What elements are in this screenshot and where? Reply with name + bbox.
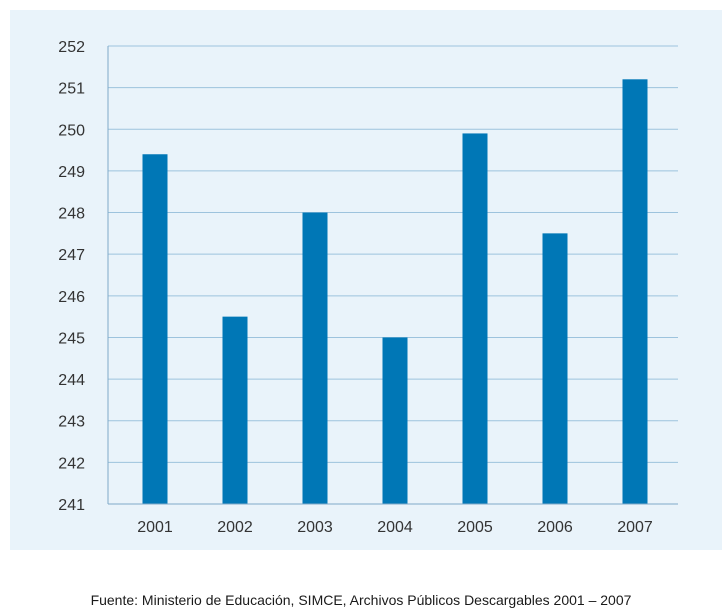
y-tick-label: 243 bbox=[58, 414, 85, 431]
bar-2003 bbox=[302, 212, 328, 504]
y-tick-label: 245 bbox=[58, 330, 85, 347]
y-tick-label: 251 bbox=[58, 81, 85, 98]
y-axis-tick-labels: 241 242 243 244 245 246 247 248 249 250 251 252 bbox=[58, 39, 85, 514]
y-tick-label: 250 bbox=[58, 122, 85, 139]
bar-2005 bbox=[462, 133, 488, 504]
x-tick-label: 2005 bbox=[457, 519, 493, 536]
bar-chart: 241 242 243 244 245 246 247 248 249 250 251 252 200… bbox=[58, 39, 678, 536]
y-tick-label: 249 bbox=[58, 164, 85, 181]
y-tick-label: 247 bbox=[58, 247, 85, 264]
bar-2006 bbox=[542, 233, 568, 504]
x-tick-label: 2007 bbox=[617, 519, 653, 536]
bar-2001 bbox=[142, 154, 168, 504]
bar-2007 bbox=[622, 79, 648, 505]
x-tick-label: 2004 bbox=[377, 519, 413, 536]
x-axis-tick-labels: 2001 2002 2003 2004 2005 2006 2007 bbox=[137, 519, 653, 536]
y-tick-label: 248 bbox=[58, 206, 85, 223]
y-tick-label: 242 bbox=[58, 455, 85, 472]
y-tick-label: 244 bbox=[58, 372, 85, 389]
x-tick-label: 2003 bbox=[297, 519, 333, 536]
x-tick-label: 2002 bbox=[217, 519, 253, 536]
x-tick-label: 2006 bbox=[537, 519, 573, 536]
plot-panel bbox=[10, 10, 722, 550]
source-note: Fuente: Ministerio de Educación, SIMCE, … bbox=[90, 592, 632, 608]
y-tick-label: 252 bbox=[58, 39, 85, 56]
y-tick-label: 246 bbox=[58, 289, 85, 306]
y-tick-label: 241 bbox=[58, 497, 85, 514]
bars bbox=[142, 79, 648, 505]
x-tick-label: 2001 bbox=[137, 519, 173, 536]
bar-2002 bbox=[222, 316, 248, 504]
bar-2004 bbox=[382, 337, 408, 504]
